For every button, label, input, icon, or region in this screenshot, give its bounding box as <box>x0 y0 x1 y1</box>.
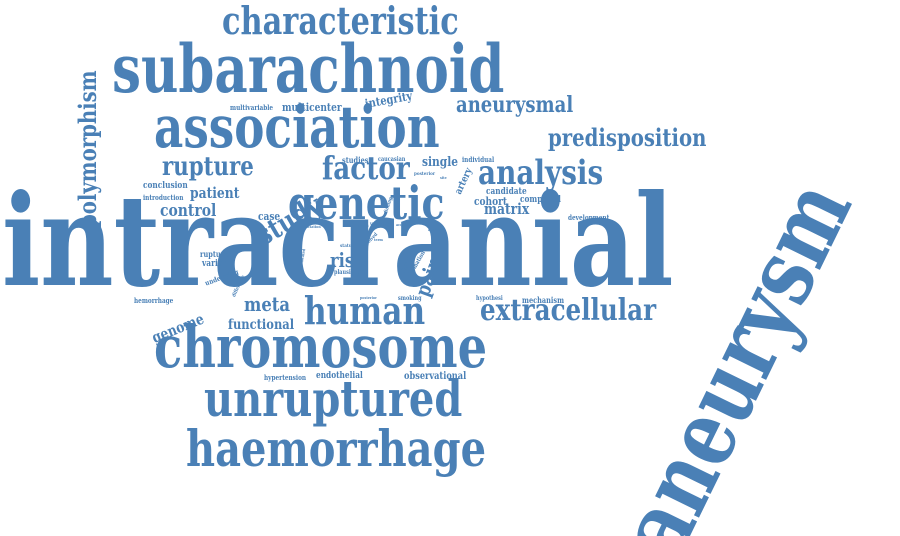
word-posterior: posterior <box>414 171 436 177</box>
word-cohort: cohort <box>474 195 508 208</box>
word-term: term <box>374 237 383 242</box>
word-caucasian: caucasian <box>378 156 406 163</box>
word-mechanism: mechanism <box>522 295 565 305</box>
word-variant: variant <box>202 259 232 269</box>
word-control: control <box>160 201 217 221</box>
word-acquired: acquired <box>396 222 413 227</box>
word-ruptured: ruptured <box>200 249 233 259</box>
word-matrix: matrix <box>484 200 530 218</box>
word-rupture: rupture <box>162 152 254 182</box>
word-unruptured: unruptured <box>204 369 463 428</box>
word-single: single <box>422 155 459 170</box>
word-haemorrhage: haemorrhage <box>186 419 487 478</box>
word-association: association <box>154 93 440 161</box>
word-conclusion: conclusion <box>143 181 188 191</box>
word-characteristic: characteristic <box>222 0 459 43</box>
word-predisposition: predisposition <box>548 123 707 152</box>
word-aneurysmal: aneurysmal <box>456 92 574 118</box>
word-result: result <box>358 223 369 228</box>
word-hypertension: hypertension <box>264 373 307 382</box>
word-analyze: analyze <box>428 227 442 232</box>
word-introduction: introduction <box>143 193 184 202</box>
word-polymorphism: polymorphism <box>73 70 102 228</box>
word-development: development <box>568 213 610 222</box>
word-factor: factor <box>322 149 410 187</box>
word-extracellular: extracellular <box>480 293 657 328</box>
word-candidate: candidate <box>486 187 527 197</box>
word-hemorrhage: hemorrhage <box>134 296 174 305</box>
word-patient: patient <box>190 184 240 202</box>
word-compared: compared <box>520 195 561 205</box>
word-genetic: genetic <box>288 176 445 230</box>
word-subarachnoid: subarachnoid <box>112 30 505 108</box>
word-endothelial: endothelial <box>316 371 363 381</box>
word-analysis: analysis <box>478 153 604 193</box>
word-multivariable: multivariable <box>230 103 274 112</box>
word-chromosome: chromosome <box>154 313 488 381</box>
word-intracranial: intracranial <box>2 167 674 315</box>
word-site: site <box>440 175 447 180</box>
word-risk: risk <box>330 248 366 272</box>
word-association-small: association <box>300 224 321 229</box>
word-meta: meta <box>244 292 290 316</box>
word-status: status <box>340 243 355 249</box>
word-vascular: vascular <box>370 221 394 228</box>
word-observational: observational <box>404 371 467 382</box>
word-hypothesi: hypothesi <box>476 295 503 302</box>
word-plausible: plausible <box>334 269 360 276</box>
word-case: case <box>258 210 281 223</box>
word-functional: functional <box>228 317 295 333</box>
word-individual: individual <box>462 155 495 164</box>
word-smoking: smoking <box>398 295 422 302</box>
word-studies: studies <box>342 155 369 165</box>
word-human: human <box>304 288 426 333</box>
word-posterior-small: posterior <box>360 295 377 300</box>
word-multicenter: multicenter <box>282 101 342 114</box>
